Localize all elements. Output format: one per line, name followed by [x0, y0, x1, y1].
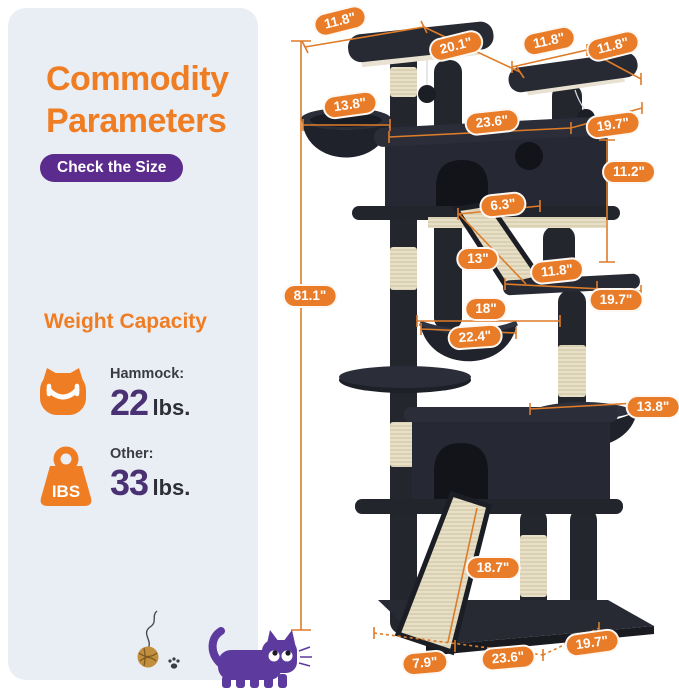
kettlebell-icon-text: IBS: [52, 482, 80, 501]
pompom-strings: [426, 57, 586, 111]
dim-condo-depth: 19.7": [584, 109, 642, 141]
dim-top-right-platform-width: 11.8": [520, 23, 578, 59]
other-label: Other:: [110, 446, 154, 462]
dim-base-width: 23.6": [479, 643, 537, 673]
weight-row-other: IBS Other: 33 lbs.: [38, 446, 248, 510]
check-size-badge: Check the Size: [40, 154, 184, 182]
hammock-unit: lbs.: [152, 395, 191, 420]
center-post: [434, 60, 462, 330]
dim-condo-height: 11.2": [602, 160, 656, 184]
hammock-label: Hammock:: [110, 366, 185, 382]
dim-condo-width: 23.6": [463, 107, 521, 137]
weight-row-hammock: Hammock: 22 lbs.: [38, 366, 248, 430]
dim-mid-platform-depth: 19.7": [588, 288, 644, 312]
top-right-platform: [508, 52, 638, 96]
dim-top-right-platform-depth: 11.8": [583, 27, 643, 65]
lower-right-post: [570, 508, 597, 628]
dim-basket-width: 13.8": [625, 395, 679, 419]
title-line-1: Commodity: [46, 60, 229, 98]
dim-upper-ramp-length: 13": [456, 247, 500, 271]
other-value: 33: [110, 462, 149, 503]
pompom-ball: [418, 85, 436, 103]
round-platform: [339, 366, 471, 393]
info-panel: Commodity Parameters Check the Size Weig…: [8, 8, 258, 680]
weight-capacity-heading: Weight Capacity: [44, 310, 207, 333]
other-unit: lbs.: [152, 475, 191, 500]
top-right-post: [552, 84, 582, 136]
dim-mid-platform-width: 11.8": [528, 256, 586, 286]
cat-hammock-icon: [40, 368, 86, 415]
dim-top-hammock-width: 13.8": [321, 89, 379, 121]
dim-top-left-platform-depth: 20.1": [426, 27, 486, 65]
hammock-value: 22: [110, 382, 149, 423]
dim-overall-height: 81.1": [282, 284, 338, 308]
cat-whiskers: [298, 646, 312, 667]
page-title: Commodity Parameters: [46, 58, 229, 142]
dim-base-depth: 19.7": [563, 627, 621, 659]
dim-top-left-platform-width: 11.8": [310, 2, 370, 40]
dim-scratch-ramp-width: 7.9": [400, 648, 450, 678]
dim-upper-ramp-width: 6.3": [478, 190, 528, 220]
dim-scratch-ramp-length: 18.7": [465, 556, 521, 580]
lower-condo-door: [434, 443, 488, 505]
left-post: [390, 48, 417, 634]
right-post: [558, 290, 586, 420]
lower-mid-post: [520, 508, 547, 636]
kettlebell-icon: IBS: [40, 446, 92, 506]
lower-condo: [355, 407, 623, 514]
dim-mid-hammock-width: 22.4": [446, 323, 504, 351]
dim-hammock-span: 18": [464, 297, 508, 321]
title-line-2: Parameters: [46, 102, 227, 140]
right-basket: [529, 402, 637, 448]
condo-peek-hole: [515, 142, 543, 170]
